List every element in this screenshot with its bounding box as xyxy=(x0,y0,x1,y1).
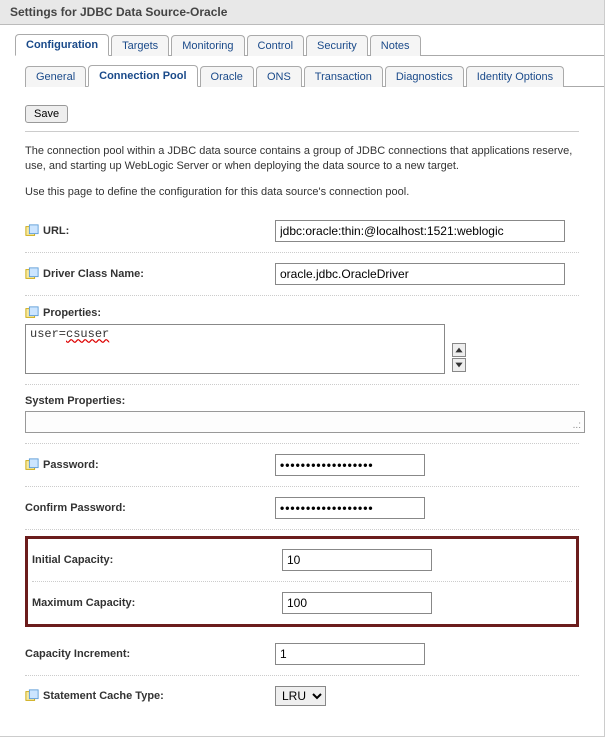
subtab-general[interactable]: General xyxy=(25,66,86,87)
password-input[interactable] xyxy=(275,454,425,476)
initial-capacity-input[interactable] xyxy=(282,549,432,571)
tab-notes[interactable]: Notes xyxy=(370,35,421,56)
subtab-transaction[interactable]: Transaction xyxy=(304,66,383,87)
restart-required-icon xyxy=(25,458,39,472)
subtab-diagnostics[interactable]: Diagnostics xyxy=(385,66,464,87)
save-button[interactable]: Save xyxy=(25,105,68,123)
tab-configuration[interactable]: Configuration xyxy=(15,34,109,56)
panel-title: Settings for JDBC Data Source-Oracle xyxy=(0,0,604,25)
field-confirm-password: Confirm Password: xyxy=(25,487,579,530)
capacity-increment-input[interactable] xyxy=(275,643,425,665)
cache-type-select[interactable]: LRU xyxy=(275,686,326,706)
field-initial-capacity: Initial Capacity: xyxy=(32,539,572,582)
confirm-password-label: Confirm Password: xyxy=(25,502,126,514)
tab-targets[interactable]: Targets xyxy=(111,35,169,56)
maximum-capacity-input[interactable] xyxy=(282,592,432,614)
capacity-highlight-box: Initial Capacity: Maximum Capacity: xyxy=(25,536,579,627)
scroll-down-icon[interactable] xyxy=(452,358,466,372)
field-system-properties: System Properties: ..: xyxy=(25,385,579,444)
properties-textarea[interactable]: user=csuser xyxy=(25,324,445,374)
capacity-increment-label: Capacity Increment: xyxy=(25,648,130,660)
description-2: Use this page to define the configuratio… xyxy=(25,185,579,200)
field-capacity-increment: Capacity Increment: xyxy=(25,633,579,676)
subtab-connection-pool[interactable]: Connection Pool xyxy=(88,65,197,87)
main-tab-row: Configuration Targets Monitoring Control… xyxy=(15,33,604,56)
confirm-password-input[interactable] xyxy=(275,497,425,519)
save-row: Save xyxy=(25,97,579,132)
restart-required-icon xyxy=(25,306,39,320)
subtab-ons[interactable]: ONS xyxy=(256,66,302,87)
tab-monitoring[interactable]: Monitoring xyxy=(171,35,244,56)
restart-required-icon xyxy=(25,689,39,703)
sysprops-label: System Properties: xyxy=(25,395,125,407)
resize-grip-icon[interactable]: ..: xyxy=(573,420,581,431)
field-maximum-capacity: Maximum Capacity: xyxy=(32,582,572,624)
tab-control[interactable]: Control xyxy=(247,35,304,56)
password-label: Password: xyxy=(43,459,99,471)
restart-required-icon xyxy=(25,267,39,281)
restart-required-icon xyxy=(25,224,39,238)
cache-type-label: Statement Cache Type: xyxy=(43,690,164,702)
field-properties: Properties: user=csuser xyxy=(25,296,579,385)
maximum-capacity-label: Maximum Capacity: xyxy=(32,597,135,609)
driver-label: Driver Class Name: xyxy=(43,268,144,280)
description-1: The connection pool within a JDBC data s… xyxy=(25,144,579,175)
sysprops-input[interactable] xyxy=(25,411,585,433)
content-area: Save The connection pool within a JDBC d… xyxy=(0,87,604,716)
url-input[interactable] xyxy=(275,220,565,242)
settings-panel: Settings for JDBC Data Source-Oracle Con… xyxy=(0,0,605,737)
field-cache-type: Statement Cache Type: LRU xyxy=(25,676,579,716)
properties-label: Properties: xyxy=(43,307,101,319)
driver-input[interactable] xyxy=(275,263,565,285)
sub-tab-row: General Connection Pool Oracle ONS Trans… xyxy=(25,64,604,87)
url-label: URL: xyxy=(43,225,69,237)
scroll-up-icon[interactable] xyxy=(452,343,466,357)
properties-value-text: csuser xyxy=(66,327,109,341)
subtab-identity-options[interactable]: Identity Options xyxy=(466,66,564,87)
field-password: Password: xyxy=(25,444,579,487)
field-driver: Driver Class Name: xyxy=(25,253,579,296)
subtab-oracle[interactable]: Oracle xyxy=(200,66,254,87)
tab-security[interactable]: Security xyxy=(306,35,368,56)
field-url: URL: xyxy=(25,210,579,253)
initial-capacity-label: Initial Capacity: xyxy=(32,554,113,566)
